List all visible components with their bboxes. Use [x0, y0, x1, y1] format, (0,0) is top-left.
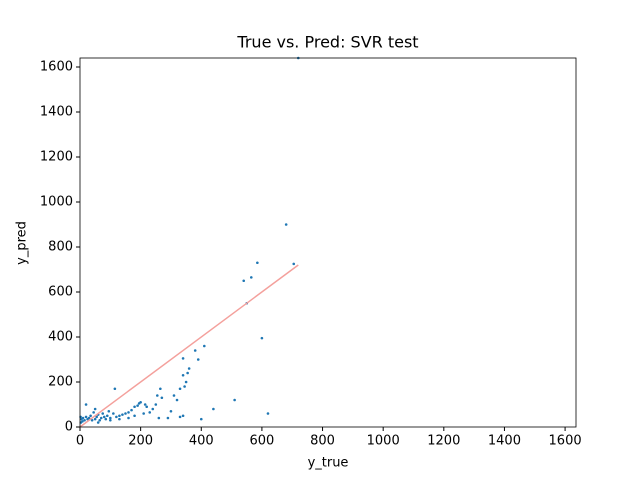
point	[93, 407, 97, 411]
point	[233, 398, 236, 402]
point	[178, 415, 182, 419]
point	[115, 415, 118, 419]
point	[143, 403, 147, 406]
point	[133, 414, 136, 418]
point	[249, 276, 253, 279]
point	[93, 417, 97, 421]
plot-frame	[79, 57, 577, 428]
x-tick-label: 1400	[488, 434, 521, 449]
point	[98, 418, 102, 422]
point	[96, 421, 100, 424]
point	[256, 261, 259, 265]
point	[181, 414, 185, 418]
point	[203, 344, 206, 348]
point	[130, 408, 133, 412]
y-tick-label: 800	[48, 240, 73, 255]
point	[90, 418, 94, 422]
chart-title: True vs. Pred: SVR test	[236, 33, 418, 52]
point	[136, 404, 139, 407]
point	[95, 415, 98, 419]
point	[107, 409, 111, 413]
point	[109, 416, 112, 420]
point	[186, 371, 189, 375]
point	[142, 412, 145, 415]
y-tick-label: 200	[48, 375, 73, 390]
point	[84, 415, 88, 419]
point	[113, 387, 117, 391]
point	[181, 373, 185, 377]
point	[166, 416, 170, 420]
point	[151, 407, 155, 411]
y-tick-label: 1200	[40, 150, 73, 165]
y-tick-label: 400	[48, 330, 73, 345]
point	[159, 387, 162, 391]
point	[83, 418, 86, 422]
point	[118, 414, 121, 418]
point	[118, 417, 121, 421]
x-tick-label: 200	[128, 434, 153, 449]
point	[160, 396, 164, 400]
point	[181, 357, 185, 360]
point	[212, 407, 215, 411]
y-tick-label: 1000	[40, 195, 73, 210]
point	[133, 405, 136, 409]
point	[292, 262, 296, 266]
point	[137, 402, 141, 405]
point	[157, 416, 161, 420]
identity-line	[79, 264, 299, 428]
y-tick-label: 1600	[40, 60, 73, 75]
point	[193, 349, 197, 352]
point	[172, 394, 176, 397]
x-tick-label: 800	[310, 434, 335, 449]
y-tick-label: 1400	[40, 105, 73, 120]
point	[178, 387, 182, 391]
x-tick-label: 400	[189, 434, 214, 449]
point	[102, 415, 106, 419]
point	[148, 411, 152, 414]
x-axis-label: y_true	[308, 456, 349, 471]
point	[124, 412, 127, 415]
point	[112, 412, 115, 415]
point	[121, 413, 124, 416]
x-tick-label: 1200	[427, 434, 460, 449]
x-tick-label: 1600	[549, 434, 582, 449]
point	[183, 385, 186, 388]
point	[284, 223, 288, 226]
point	[127, 411, 130, 414]
point	[196, 358, 200, 361]
point	[187, 367, 191, 370]
x-tick-label: 600	[249, 434, 274, 449]
point	[184, 380, 188, 384]
point	[86, 417, 89, 421]
point	[92, 411, 95, 414]
point	[104, 417, 108, 421]
point	[154, 403, 158, 406]
point	[127, 416, 130, 420]
point	[242, 279, 246, 283]
y-tick-label: 600	[48, 285, 73, 300]
point	[175, 398, 179, 402]
y-axis-label: y_pred	[15, 221, 30, 265]
point	[109, 418, 112, 422]
point	[260, 336, 264, 340]
point	[80, 417, 83, 421]
point	[105, 414, 109, 418]
point	[199, 417, 203, 421]
point	[84, 403, 88, 406]
point	[99, 416, 103, 420]
x-tick-label: 0	[76, 434, 84, 449]
point	[156, 394, 159, 397]
x-tick-label: 1000	[367, 434, 400, 449]
point	[145, 405, 148, 409]
point	[89, 414, 92, 418]
point	[101, 412, 105, 415]
point	[266, 412, 270, 415]
y-tick-label: 0	[65, 420, 73, 435]
point	[169, 409, 173, 413]
